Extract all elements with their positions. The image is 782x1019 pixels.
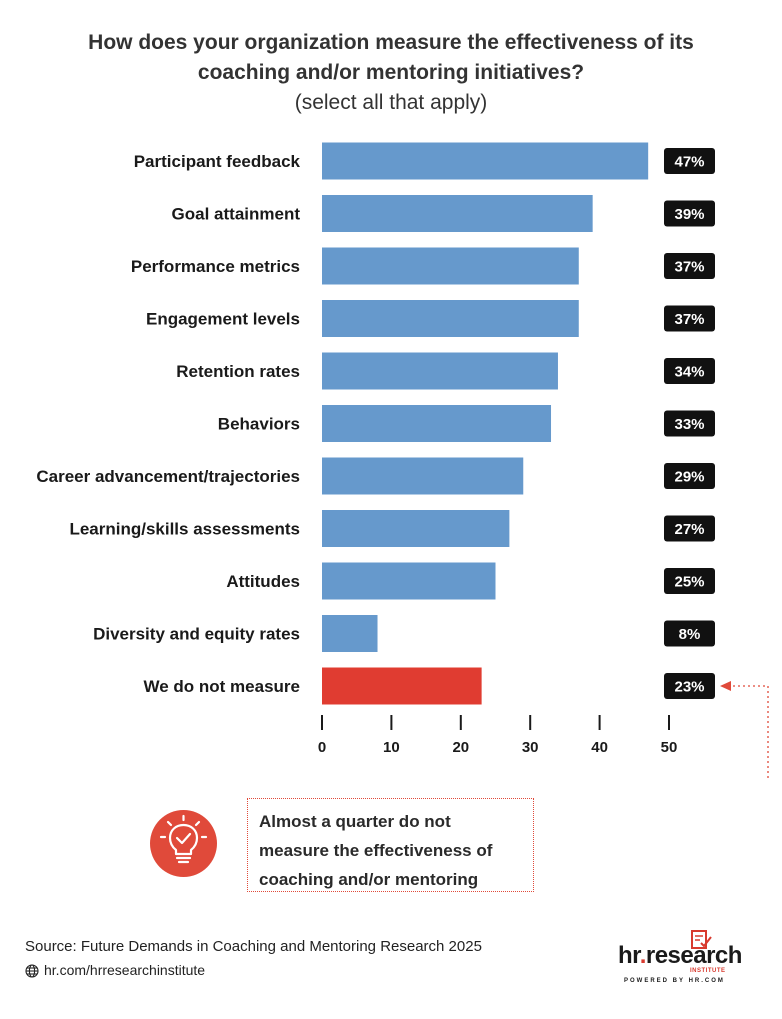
title-line-2: coaching and/or mentoring initiatives? xyxy=(197,61,585,84)
logo-hr: hr xyxy=(618,942,640,969)
value-label: 27% xyxy=(674,521,704,538)
value-label: 47% xyxy=(674,154,704,171)
category-label: We do not measure xyxy=(144,677,301,696)
bar xyxy=(322,300,579,337)
category-label: Diversity and equity rates xyxy=(93,625,300,644)
value-label-bg xyxy=(664,200,715,227)
value-label: 39% xyxy=(674,206,704,223)
value-label-bg xyxy=(664,358,715,384)
logo-research: research xyxy=(645,942,743,969)
value-label: 29% xyxy=(674,469,704,486)
chart-subtitle: (select all that apply) xyxy=(294,91,488,114)
bar xyxy=(322,457,524,495)
logo-powered-by: POWERED BY HR.COM xyxy=(624,978,725,984)
bar xyxy=(322,615,378,652)
chart-title: How does your organization measure the e… xyxy=(0,28,782,118)
x-tick-label: 50 xyxy=(661,739,678,756)
value-label: 33% xyxy=(674,416,704,433)
x-tick-label: 20 xyxy=(452,739,469,756)
bar xyxy=(322,247,579,285)
value-label: 8% xyxy=(679,626,701,643)
logo-wordmark: hr.research xyxy=(618,942,742,970)
category-label: Goal attainment xyxy=(172,205,301,224)
value-label: 25% xyxy=(674,574,704,591)
category-label: Performance metrics xyxy=(131,257,300,276)
callout-line-2: measure the effectiveness of xyxy=(259,841,493,860)
category-label: Attitudes xyxy=(226,572,300,591)
bar xyxy=(322,142,649,180)
category-label: Retention rates xyxy=(176,362,300,381)
globe-icon xyxy=(25,964,39,981)
bar xyxy=(322,562,496,600)
callout-arrowhead xyxy=(720,681,731,691)
value-label-bg xyxy=(664,253,715,279)
lightbulb-check-icon xyxy=(150,810,217,877)
value-label-bg xyxy=(664,620,715,647)
value-label: 37% xyxy=(674,311,704,328)
logo-dot: . xyxy=(639,942,647,969)
source-link[interactable]: hr.com/hrresearchinstitute xyxy=(25,962,205,981)
category-label: Learning/skills assessments xyxy=(69,520,300,539)
bar xyxy=(322,195,593,232)
category-label: Participant feedback xyxy=(134,152,301,171)
callout-line-3: coaching and/or mentoring xyxy=(259,870,479,889)
value-label-bg xyxy=(664,515,715,542)
value-label: 37% xyxy=(674,259,704,276)
category-label: Engagement levels xyxy=(146,310,300,329)
bar xyxy=(322,667,482,705)
x-tick-label: 10 xyxy=(383,739,400,756)
x-tick-label: 30 xyxy=(522,739,539,756)
callout-line-1: Almost a quarter do not xyxy=(259,812,451,831)
logo-institute: INSTITUTE xyxy=(690,968,726,974)
callout-connector xyxy=(730,685,769,780)
value-label-bg xyxy=(664,305,715,332)
badge-icon xyxy=(691,930,712,949)
value-label-bg xyxy=(664,463,715,489)
value-label: 23% xyxy=(674,679,704,696)
bar xyxy=(322,352,558,390)
bar xyxy=(322,405,552,442)
bar-chart: Participant feedback 47% Goal attainment 39… xyxy=(36,142,769,780)
value-label-bg xyxy=(664,410,715,437)
source-link-text: hr.com/hrresearchinstitute xyxy=(44,962,206,978)
callout-box: Almost a quarter do not measure the effe… xyxy=(247,798,534,892)
value-label-bg xyxy=(664,673,715,699)
bar xyxy=(322,510,510,547)
value-label-bg xyxy=(664,568,715,594)
category-label: Career advancement/trajectories xyxy=(36,467,300,486)
x-tick-label: 0 xyxy=(318,739,326,756)
value-label-bg xyxy=(664,148,715,174)
x-tick-label: 40 xyxy=(591,739,608,756)
source-text: Source: Future Demands in Coaching and M… xyxy=(25,938,482,955)
category-label: Behaviors xyxy=(218,415,300,434)
value-label: 34% xyxy=(674,364,704,381)
title-line-1: How does your organization measure the e… xyxy=(88,31,694,54)
hr-research-logo: hr.research INSTITUTE POWERED BY HR.COM xyxy=(612,928,752,988)
